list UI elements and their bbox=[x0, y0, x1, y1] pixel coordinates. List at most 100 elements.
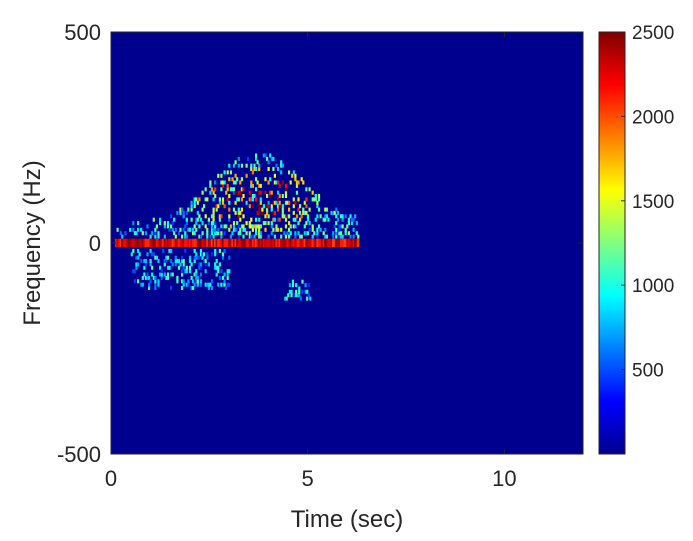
heatmap-cell bbox=[196, 210, 199, 215]
heatmap-cell bbox=[352, 227, 355, 232]
heatmap-cell bbox=[188, 265, 192, 270]
heatmap-cell bbox=[138, 252, 141, 257]
heatmap-cell bbox=[170, 286, 173, 290]
heatmap-cell bbox=[293, 293, 296, 298]
heatmap-cell bbox=[149, 262, 152, 267]
heatmap-cell bbox=[247, 156, 250, 161]
heatmap-cell bbox=[297, 197, 300, 202]
heatmap-cell bbox=[215, 204, 218, 209]
heatmap-cell bbox=[144, 231, 147, 236]
heatmap-cell bbox=[284, 187, 288, 192]
heatmap-cell bbox=[228, 177, 231, 182]
heatmap-cell bbox=[291, 283, 295, 288]
heatmap-cell bbox=[302, 207, 305, 212]
heatmap-cell bbox=[270, 204, 273, 209]
heatmap-cell bbox=[267, 234, 270, 239]
heatmap-cell bbox=[192, 231, 195, 236]
heatmap-cell bbox=[285, 296, 288, 301]
heatmap-cell bbox=[250, 163, 253, 168]
heatmap-cell bbox=[344, 238, 347, 248]
heatmap-cell bbox=[316, 234, 319, 239]
heatmap-cell bbox=[272, 210, 275, 215]
heatmap-cell bbox=[338, 238, 341, 248]
heatmap-cell bbox=[193, 197, 196, 202]
heatmap-cell bbox=[210, 224, 214, 229]
y-axis: -500 0 500 bbox=[57, 20, 583, 467]
heatmap-cell bbox=[187, 282, 190, 287]
heatmap-cell bbox=[322, 238, 325, 248]
heatmap-cell bbox=[280, 163, 283, 168]
heatmap-cell bbox=[338, 227, 341, 232]
heatmap-cell bbox=[269, 153, 272, 158]
heatmap-cell bbox=[234, 227, 237, 232]
heatmap-cell bbox=[354, 214, 357, 219]
heatmap-cell bbox=[221, 255, 225, 260]
heatmap-cell bbox=[157, 259, 160, 263]
heatmap-cell bbox=[258, 227, 261, 232]
heatmap-cell bbox=[352, 234, 355, 239]
heatmap-cell bbox=[259, 224, 262, 229]
heatmap-cell bbox=[171, 262, 174, 267]
heatmap-cell bbox=[253, 224, 256, 229]
heatmap-cell bbox=[264, 227, 267, 232]
heatmap-cell bbox=[250, 167, 253, 171]
heatmap-cell bbox=[256, 238, 259, 248]
heatmap-cell bbox=[232, 221, 236, 226]
heatmap-cell bbox=[267, 167, 270, 171]
heatmap-cell bbox=[332, 238, 335, 248]
heatmap-cell bbox=[237, 163, 240, 168]
heatmap-cell bbox=[292, 197, 295, 202]
heatmap-cell bbox=[122, 238, 125, 248]
heatmap-cell bbox=[209, 183, 212, 188]
heatmap-cell bbox=[294, 217, 297, 222]
heatmap-cell bbox=[152, 275, 155, 280]
heatmap-cell bbox=[284, 296, 287, 301]
x-tick-label: 10 bbox=[492, 466, 516, 491]
heatmap-cell bbox=[306, 296, 309, 301]
heatmap-cell bbox=[267, 200, 270, 205]
heatmap-cell bbox=[149, 238, 152, 248]
heatmap-cell bbox=[214, 231, 217, 236]
heatmap-cell bbox=[177, 231, 181, 236]
heatmap-cell bbox=[171, 221, 174, 226]
heatmap-cell bbox=[311, 238, 314, 248]
heatmap-cell bbox=[232, 227, 236, 232]
heatmap-cell bbox=[151, 252, 154, 257]
heatmap-cell bbox=[288, 289, 291, 294]
heatmap-cell bbox=[144, 238, 147, 248]
heatmap-cell bbox=[228, 200, 231, 205]
heatmap-cell bbox=[198, 214, 201, 219]
heatmap-cell bbox=[223, 272, 226, 277]
heatmap-cell bbox=[160, 238, 163, 248]
heatmap-cell bbox=[185, 210, 188, 215]
heatmap-cell bbox=[349, 234, 352, 239]
heatmap-cell bbox=[212, 221, 215, 226]
heatmap-cell bbox=[174, 262, 177, 267]
heatmap-cell bbox=[272, 217, 275, 222]
heatmap-cell bbox=[192, 279, 195, 284]
heatmap-cell bbox=[330, 210, 333, 215]
heatmap-cell bbox=[299, 238, 302, 248]
heatmap-cell bbox=[184, 231, 187, 236]
heatmap-cell bbox=[250, 183, 253, 188]
heatmap-cell bbox=[157, 238, 160, 248]
heatmap-cell bbox=[277, 204, 280, 209]
heatmap-cell bbox=[229, 234, 232, 239]
heatmap-cell bbox=[154, 275, 157, 280]
heatmap-cell bbox=[133, 238, 136, 248]
heatmap-cell bbox=[215, 207, 218, 212]
heatmap-cell bbox=[190, 238, 193, 248]
heatmap-cell bbox=[154, 234, 157, 239]
heatmap-cell bbox=[350, 238, 354, 248]
heatmap-cell bbox=[174, 227, 177, 232]
heatmap-cell bbox=[239, 227, 242, 232]
colorbar-tick-label: 2000 bbox=[632, 107, 674, 128]
heatmap-cell bbox=[204, 187, 207, 192]
heatmap-cell bbox=[193, 238, 196, 248]
heatmap-cell bbox=[223, 279, 226, 284]
heatmap-cell bbox=[286, 238, 289, 248]
heatmap-cell bbox=[203, 252, 206, 257]
heatmap-cell bbox=[157, 234, 160, 239]
heatmap-cell bbox=[210, 279, 214, 284]
heatmap-cell bbox=[201, 190, 204, 195]
